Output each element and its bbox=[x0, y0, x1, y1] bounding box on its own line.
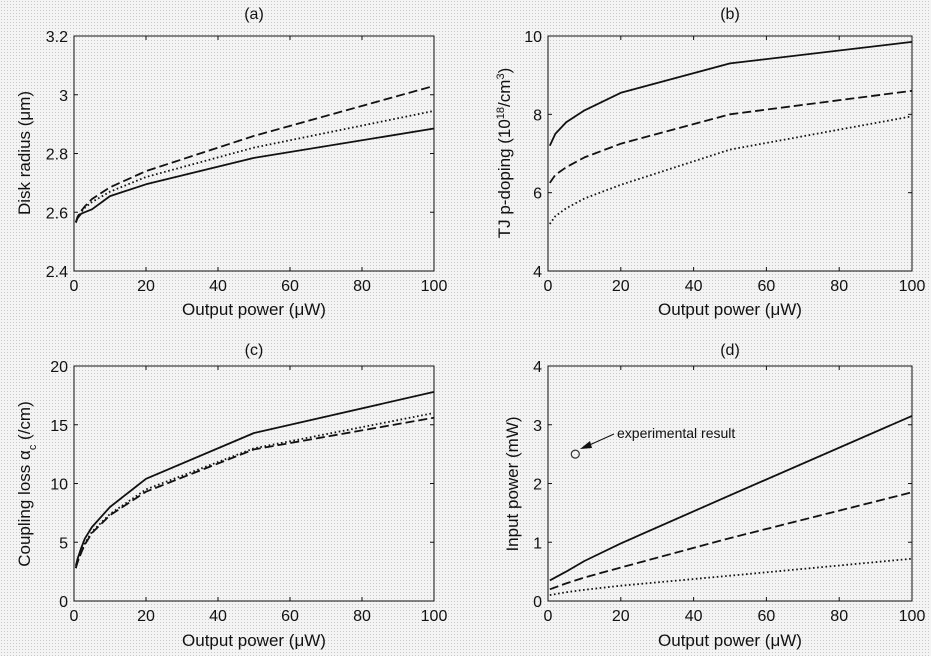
panel-d-axes-box bbox=[547, 365, 913, 602]
panel-d-ytick-label: 0 bbox=[533, 594, 542, 611]
panel-a-xtick-label: 40 bbox=[209, 278, 227, 295]
panel-b-ytick-label: 8 bbox=[533, 107, 542, 124]
panel-a-ytick-label: 3.2 bbox=[46, 29, 68, 46]
panel-d-series-dashed bbox=[549, 491, 913, 591]
panel-b-xtick-label: 60 bbox=[758, 278, 776, 295]
panel-b-ylabel-mid: /cm bbox=[495, 80, 514, 107]
panel-c-ytick-label: 5 bbox=[59, 535, 68, 552]
panel-a-xtick-label: 0 bbox=[70, 278, 79, 295]
panel-a-ylabel: Disk radius (μm) bbox=[15, 91, 34, 215]
panel-c-plot: 0 20 40 60 80 100 0 5 10 15 20 bbox=[50, 359, 447, 625]
panel-a-ytick-label: 2.6 bbox=[46, 205, 68, 222]
panel-d-title: (d) bbox=[720, 342, 740, 359]
panel-a-ytick-label: 2.8 bbox=[46, 147, 68, 164]
panel-d-xtick-label: 60 bbox=[758, 608, 776, 625]
panel-a-xtick-label: 80 bbox=[353, 278, 371, 295]
panel-d-series-solid bbox=[549, 415, 913, 582]
panel-c-ytick-label: 20 bbox=[50, 359, 68, 376]
panel-b-title: (b) bbox=[720, 6, 740, 23]
panel-b-xtick-label: 100 bbox=[899, 278, 926, 295]
panel-d-xtick-label: 0 bbox=[544, 608, 553, 625]
panel-b-ytick-label: 6 bbox=[533, 186, 542, 203]
panel-c-ylabel-greek: α bbox=[15, 450, 34, 460]
annotation-experimental-result: experimental result bbox=[617, 425, 735, 441]
panel-c-xtick-label: 60 bbox=[281, 608, 299, 625]
panel-b-axes-box bbox=[547, 35, 913, 272]
panel-b-series-dotted bbox=[549, 115, 913, 225]
panel-c-ytick-label: 10 bbox=[50, 477, 68, 494]
panel-a-xlabel: Output power (μW) bbox=[182, 300, 326, 319]
panel-a-xtick-label: 100 bbox=[421, 278, 448, 295]
panel-d-xtick-label: 80 bbox=[830, 608, 848, 625]
panel-b-xtick-label: 80 bbox=[830, 278, 848, 295]
panel-a-ytick-label: 3 bbox=[59, 88, 68, 105]
panel-d-ytick-label: 3 bbox=[533, 418, 542, 435]
panel-a-axes-box bbox=[73, 35, 435, 272]
panel-d-plot: 0 20 40 60 80 100 0 1 2 3 4 bbox=[533, 359, 925, 625]
panel-c-ylabel: Coupling loss αc (/cm) bbox=[15, 401, 39, 567]
panel-a-series-dashed bbox=[74, 85, 435, 223]
panel-c-ylabel-main: Coupling loss bbox=[15, 460, 34, 567]
panel-b-ytick-label: 10 bbox=[524, 29, 542, 46]
panel-a-xtick-label: 60 bbox=[281, 278, 299, 295]
panel-b-xlabel: Output power (μW) bbox=[658, 300, 802, 319]
panel-c-axes-box bbox=[73, 365, 435, 602]
panel-b-ylabel-sup2: 3 bbox=[495, 73, 507, 79]
panel-b-ylabel-sup1: 18 bbox=[495, 107, 507, 119]
panel-c-series-solid bbox=[74, 391, 435, 567]
panel-b-series-solid bbox=[548, 41, 913, 147]
panel-b-ylabel-end: ) bbox=[495, 68, 514, 74]
panel-c-xtick-label: 40 bbox=[209, 608, 227, 625]
panel-b-ylabel-main: TJ p-doping (10 bbox=[495, 119, 514, 238]
panel-d-xtick-label: 20 bbox=[612, 608, 630, 625]
panel-b-series-dashed bbox=[549, 89, 913, 184]
panel-d-xtick-label: 40 bbox=[685, 608, 703, 625]
panel-d-series-dotted bbox=[549, 557, 913, 596]
annotation-arrow-head bbox=[580, 441, 592, 449]
panel-b-ylabel: TJ p-doping (1018/cm3) bbox=[495, 68, 514, 239]
panel-a-ytick-label: 2.4 bbox=[46, 264, 68, 281]
panel-d-ytick-label: 1 bbox=[533, 535, 542, 552]
panel-b-ytick-label: 4 bbox=[533, 264, 542, 281]
panel-c-xlabel: Output power (μW) bbox=[182, 631, 326, 650]
panel-b-xtick-label: 40 bbox=[685, 278, 703, 295]
panel-c-series-dashed bbox=[74, 416, 435, 569]
panel-d-ytick-label: 2 bbox=[533, 477, 542, 494]
panel-a-title: (a) bbox=[244, 6, 264, 23]
panel-d-ylabel: Input power (mW) bbox=[503, 416, 522, 551]
panel-c-title: (c) bbox=[245, 342, 264, 359]
panel-a-plot: 0 20 40 60 80 100 2.4 2.6 2.8 3 3.2 bbox=[46, 29, 448, 295]
panel-c-xtick-label: 100 bbox=[421, 608, 448, 625]
panel-c-ylabel-end: (/cm) bbox=[15, 401, 34, 444]
panel-d-ytick-label: 4 bbox=[533, 359, 542, 376]
panel-b-xtick-label: 0 bbox=[544, 278, 553, 295]
panel-a-series-solid bbox=[74, 127, 435, 223]
panel-a-xtick-label: 20 bbox=[137, 278, 155, 295]
panel-d-xtick-label: 100 bbox=[899, 608, 926, 625]
panel-d-experimental-marker bbox=[570, 449, 580, 459]
panel-c-xtick-label: 0 bbox=[70, 608, 79, 625]
panel-a-series-dotted bbox=[74, 110, 435, 223]
panel-c-xtick-label: 80 bbox=[353, 608, 371, 625]
panel-c-xtick-label: 20 bbox=[137, 608, 155, 625]
panel-c-series-dotted bbox=[74, 412, 435, 569]
panel-b-xtick-label: 20 bbox=[612, 278, 630, 295]
panel-c-ylabel-sub: c bbox=[27, 444, 39, 450]
panel-b-plot: 0 20 40 60 80 100 4 6 8 10 bbox=[524, 29, 925, 295]
panel-c-ytick-label: 15 bbox=[50, 418, 68, 435]
panel-c-ytick-label: 0 bbox=[59, 594, 68, 611]
panel-d-xlabel: Output power (μW) bbox=[658, 631, 802, 650]
